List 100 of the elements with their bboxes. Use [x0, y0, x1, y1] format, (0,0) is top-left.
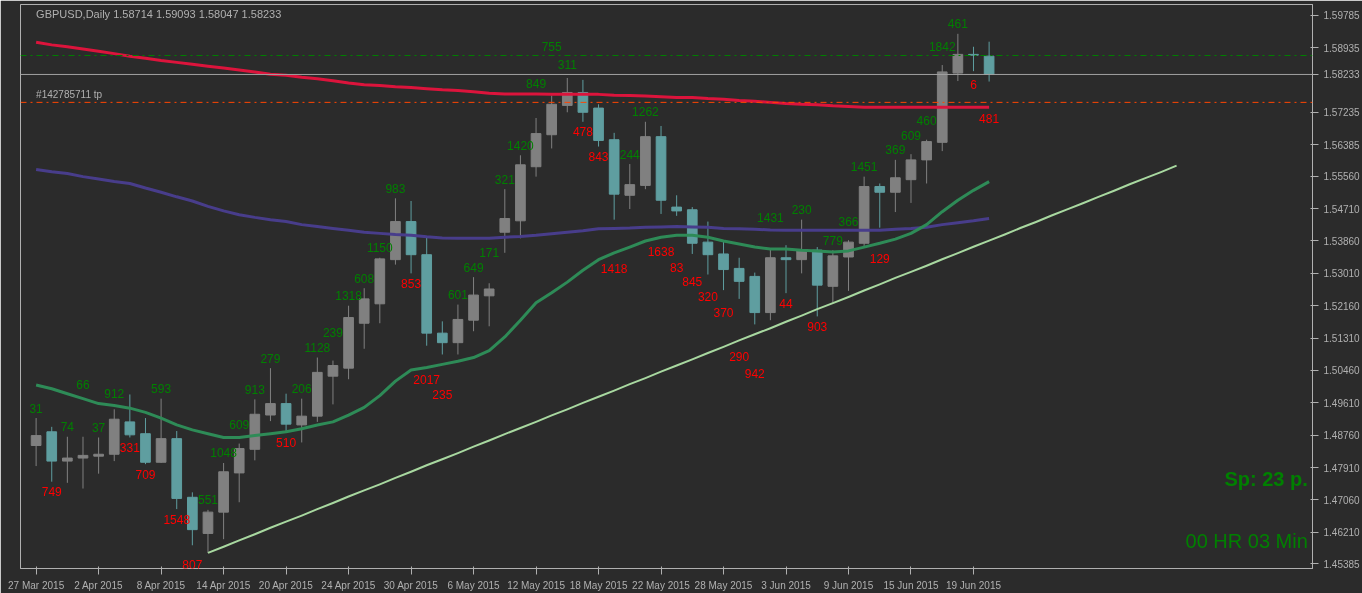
- candlestick: [702, 221, 714, 275]
- text: 37: [91, 420, 106, 435]
- text: 481: [979, 112, 1000, 127]
- candlestick: [499, 188, 511, 254]
- text: 366: [838, 214, 859, 229]
- text: 478: [572, 125, 593, 140]
- text: 83: [669, 261, 684, 276]
- candlestick: [124, 393, 136, 438]
- text: 1318: [335, 289, 362, 304]
- candlestick: [874, 182, 886, 229]
- x-tick-label: 18 May 2015: [569, 579, 628, 591]
- text: 843: [588, 150, 609, 165]
- candlestick: [77, 436, 89, 490]
- text: 6: [970, 77, 977, 92]
- y-tick-label: 1.47910: [1323, 462, 1361, 474]
- annotation: Sp: 23 p.: [1224, 467, 1308, 490]
- y-tick-label: 1.55560: [1323, 171, 1361, 183]
- candlestick: [483, 282, 495, 327]
- text: 461: [947, 17, 968, 32]
- text: 460: [916, 114, 937, 129]
- text: 1842: [928, 39, 956, 54]
- candlestick: [624, 163, 636, 210]
- text: 206: [291, 382, 312, 397]
- ref-line-label: #142785711 tp: [36, 89, 103, 101]
- text: 903: [807, 319, 828, 334]
- x-tick-label: 12 May 2015: [507, 579, 566, 591]
- text: 942: [744, 366, 765, 381]
- text: 983: [385, 181, 406, 196]
- text: 244: [619, 147, 640, 162]
- text: 1451: [850, 160, 878, 175]
- text: 230: [791, 203, 812, 218]
- text: 129: [869, 252, 890, 267]
- y-tick-label: 1.58233: [1323, 69, 1361, 81]
- x-tick-label: 24 Apr 2015: [321, 579, 376, 591]
- text: 331: [119, 441, 140, 456]
- candlestick: [436, 320, 448, 355]
- x-tick-label: 9 Jun 2015: [823, 579, 874, 591]
- candlestick: [296, 398, 308, 443]
- x-tick-label: 3 Jun 2015: [761, 579, 812, 591]
- candlestick: [265, 367, 276, 422]
- text: 755: [541, 39, 562, 54]
- chart-title: GBPUSD,Daily 1.58714 1.59093 1.58047 1.58233: [36, 7, 282, 20]
- text: 239: [322, 326, 343, 341]
- y-tick-label: 1.49610: [1323, 397, 1361, 409]
- candlestick: [671, 194, 682, 217]
- text: 609: [900, 128, 922, 143]
- y-tick-label: 1.58935: [1323, 42, 1361, 54]
- text: 44: [779, 296, 793, 311]
- annotation: 00 HR 03 Min: [1185, 529, 1308, 552]
- y-tick-label: 1.48760: [1323, 430, 1361, 442]
- x-tick-label: 8 Apr 2015: [136, 579, 186, 591]
- text: 74: [60, 420, 75, 435]
- candlestick: [327, 360, 339, 405]
- y-tick-label: 1.57235: [1323, 107, 1361, 119]
- candlestick: [30, 417, 42, 467]
- candlestick: [890, 159, 901, 213]
- x-tick-label: 2 Apr 2015: [74, 579, 123, 591]
- x-tick-label: 15 Jun 2015: [883, 579, 939, 591]
- text: 853: [401, 276, 422, 291]
- candlestick: [780, 244, 792, 294]
- text: 311: [557, 58, 577, 73]
- text: 321: [494, 172, 515, 187]
- text: 171: [479, 245, 500, 260]
- text: 1431: [757, 211, 784, 226]
- x-tick-label: 22 May 2015: [632, 579, 691, 591]
- text: 551: [197, 493, 218, 508]
- text: 749: [41, 485, 62, 500]
- candlestick: [718, 240, 729, 291]
- y-tick-label: 1.52160: [1323, 300, 1361, 312]
- candlestick: [62, 436, 73, 484]
- y-tick-label: 1.46210: [1323, 527, 1361, 539]
- text: 31: [29, 401, 43, 416]
- text: 510: [276, 436, 297, 451]
- candlestick: [452, 304, 464, 355]
- x-tick-label: 30 Apr 2015: [383, 579, 439, 591]
- text: 601: [447, 288, 468, 303]
- text: 235: [432, 388, 453, 403]
- text: 779: [822, 233, 843, 248]
- text: 2017: [413, 373, 441, 388]
- x-tick-label: 19 Jun 2015: [945, 579, 1002, 591]
- text: 1262: [632, 105, 659, 120]
- text: 279: [260, 351, 281, 366]
- x-tick-label: 14 Apr 2015: [196, 579, 251, 591]
- x-tick-label: 28 May 2015: [694, 579, 753, 591]
- candlestick: [921, 139, 932, 184]
- x-tick-label: 27 Mar 2015: [8, 579, 65, 591]
- text: 913: [244, 382, 265, 397]
- y-tick-label: 1.59785: [1323, 10, 1361, 22]
- candlestick: [202, 509, 214, 554]
- text: 66: [76, 378, 90, 393]
- candlestick: [983, 41, 995, 83]
- text: 370: [713, 305, 734, 320]
- candlestick: [93, 437, 104, 475]
- y-tick-label: 1.53860: [1323, 235, 1361, 247]
- candlestick: [968, 46, 979, 72]
- text: 369: [885, 143, 906, 158]
- text: 912: [104, 386, 125, 401]
- text: 849: [526, 77, 547, 92]
- y-tick-label: 1.53010: [1323, 268, 1361, 280]
- y-tick-label: 1.51310: [1323, 333, 1361, 345]
